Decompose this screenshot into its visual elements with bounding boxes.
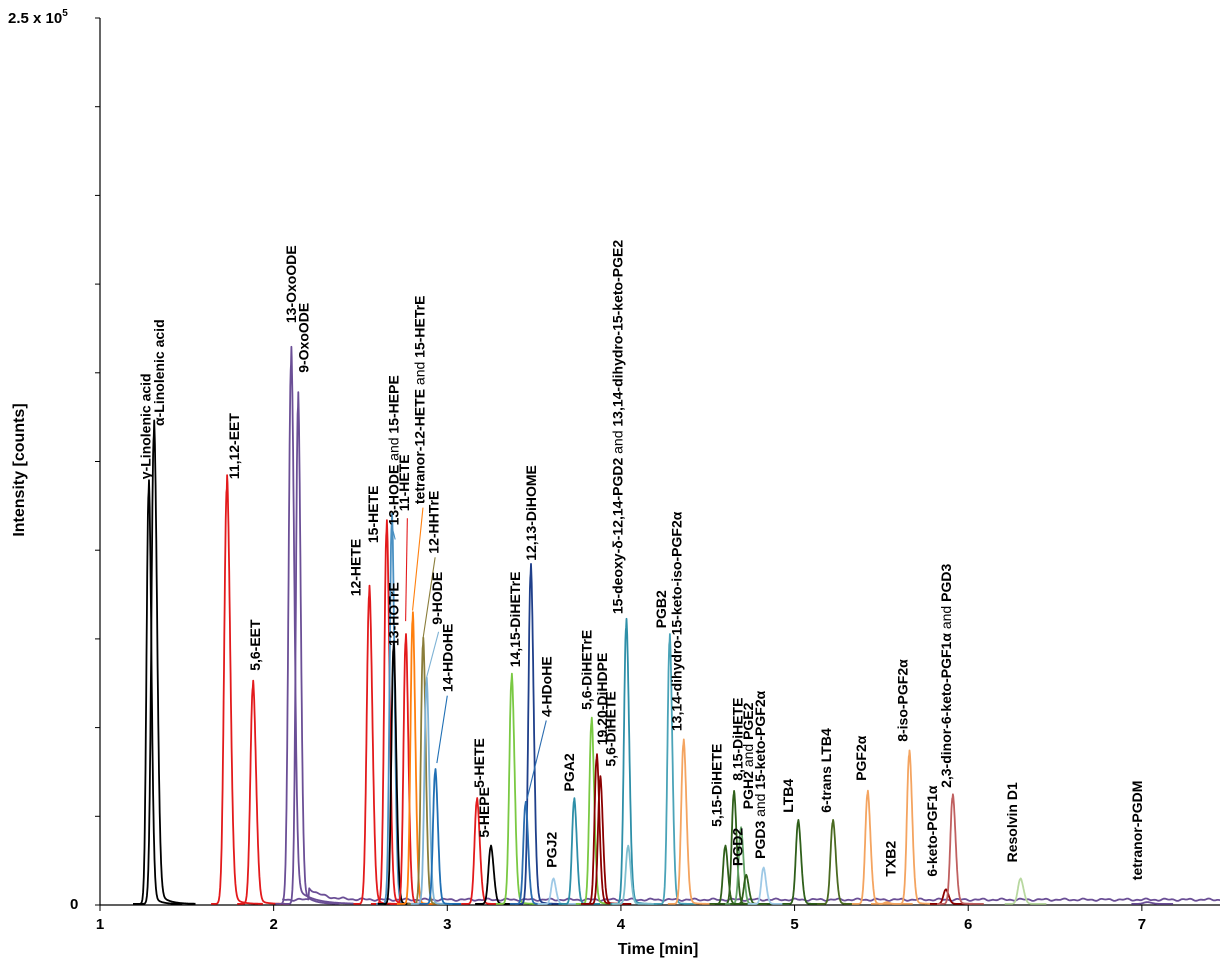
x-axis-title: Time [min] [618, 941, 699, 958]
peak-label: PGD2 [730, 828, 746, 866]
peak-label: PGJ2 [544, 832, 560, 868]
leader-line [391, 525, 396, 540]
peak-label: 13-OxoODE [283, 245, 299, 323]
peak-trace [210, 474, 264, 905]
y-min-label: 0 [70, 896, 78, 913]
peak-label: 9-OxoODE [295, 303, 311, 373]
peak-trace [419, 768, 462, 905]
x-tick-label: 2 [269, 916, 277, 933]
leader-line [425, 631, 440, 679]
peak-label: 5-HEPE [476, 787, 492, 838]
peak-trace [1004, 877, 1047, 905]
peak-label: γ-Linolenic acid [137, 373, 153, 479]
peak-label: 13,14-dihydro-15-keto-iso-PGF2α [669, 511, 685, 731]
peak-label: 14,15-DiHETrE [507, 572, 523, 668]
peak-label: 12,13-DiHOME [523, 465, 539, 561]
peak-label: 13-HOTrE [386, 582, 402, 646]
leader-line [526, 720, 547, 799]
peak-label: 19,20-DiHDPE [594, 653, 610, 746]
peak-label: 12-HHTrE [426, 491, 442, 554]
peak-label: 13-HODE and 15-HEPE [386, 375, 402, 525]
peak-label: 11,12-EET [226, 413, 242, 480]
peak-label: PGD3 and 15-keto-PGF2α [752, 690, 768, 859]
peak-label: 5,6-DiHETE [603, 691, 619, 766]
traces [132, 345, 1220, 905]
peak-label: 15-deoxy-δ-12,14-PGD2 and 13,14-dihydro-… [610, 240, 626, 614]
axes: 1 2 3 4 5 6 7 [95, 17, 1220, 933]
peak-label: PGA2 [561, 753, 577, 791]
peak-trace [236, 679, 290, 905]
peak-trace [396, 611, 440, 905]
peak-label: PGH2 and PGE2 [740, 702, 756, 809]
peak-label: α-Linolenic acid [151, 319, 167, 426]
peak-label: 5,6-EET [247, 619, 263, 671]
x-tick-label: 6 [964, 916, 972, 933]
peak-label: PGB2 [653, 590, 669, 628]
peak-trace [514, 563, 563, 905]
leader-line [436, 695, 448, 764]
x-tick-label: 3 [443, 916, 451, 933]
peak-label: 5-HETE [471, 738, 487, 788]
x-tick-label: 1 [96, 916, 104, 933]
x-tick-label: 5 [790, 916, 798, 933]
peak-label: 12-HETE [348, 539, 364, 597]
leader-line [405, 518, 408, 622]
leader-lines [391, 507, 547, 799]
peak-trace [281, 391, 341, 905]
peak-label: 11-HETE [396, 454, 412, 511]
peak-trace [137, 419, 197, 905]
peak-trace [537, 877, 580, 905]
peak-trace [653, 633, 697, 905]
peak-trace [667, 738, 716, 905]
peak-trace [936, 793, 985, 905]
peak-trace [1130, 901, 1174, 905]
y-axis-title: Intensity [counts] [11, 403, 28, 536]
peak-trace [747, 866, 790, 905]
y-max-label: 2.5 x 105 [8, 8, 68, 27]
peak-trace [929, 888, 973, 905]
peak-label: 5,15-DiHETE [709, 744, 725, 827]
peak-trace [274, 345, 355, 905]
peak-trace [781, 819, 825, 905]
peak-label: 8,15-DiHETE [730, 698, 746, 781]
peak-label: 4-HDoHE [539, 656, 555, 717]
peak-label: tetranor-PGDM [1129, 781, 1145, 881]
peak-label: Resolvin D1 [1004, 782, 1020, 862]
x-tick-label: 7 [1138, 916, 1146, 933]
peak-label: LTB4 [780, 779, 796, 813]
peak-trace [611, 844, 655, 905]
peak-label: 5,6-DiHETrE [578, 630, 594, 710]
leader-line [422, 557, 436, 639]
peak-label: 6-keto-PGF1α [924, 785, 940, 876]
peak-label: 15-HETE [365, 486, 381, 544]
leader-line [412, 507, 424, 611]
peak-trace [816, 819, 860, 905]
peak-label: PGF2α [853, 735, 869, 781]
peak-trace [583, 775, 632, 905]
x-tick-label: 4 [617, 916, 626, 933]
peak-label: TXB2 [882, 841, 898, 877]
peak-trace [851, 789, 895, 905]
peak-label: tetranor-12-HETE and 15-HETrE [412, 296, 428, 505]
peak-label: 8-iso-PGF2α [894, 659, 910, 742]
peak-label: 2,3-dinor-6-keto-PGF1α and PGD3 [938, 564, 954, 788]
peak-trace [870, 901, 914, 905]
peak-trace [729, 873, 773, 905]
peak-label: 14-HDoHE [440, 624, 456, 692]
peak-label: 6-trans LTB4 [818, 728, 834, 813]
peak-label: 9-HODE [429, 572, 445, 625]
